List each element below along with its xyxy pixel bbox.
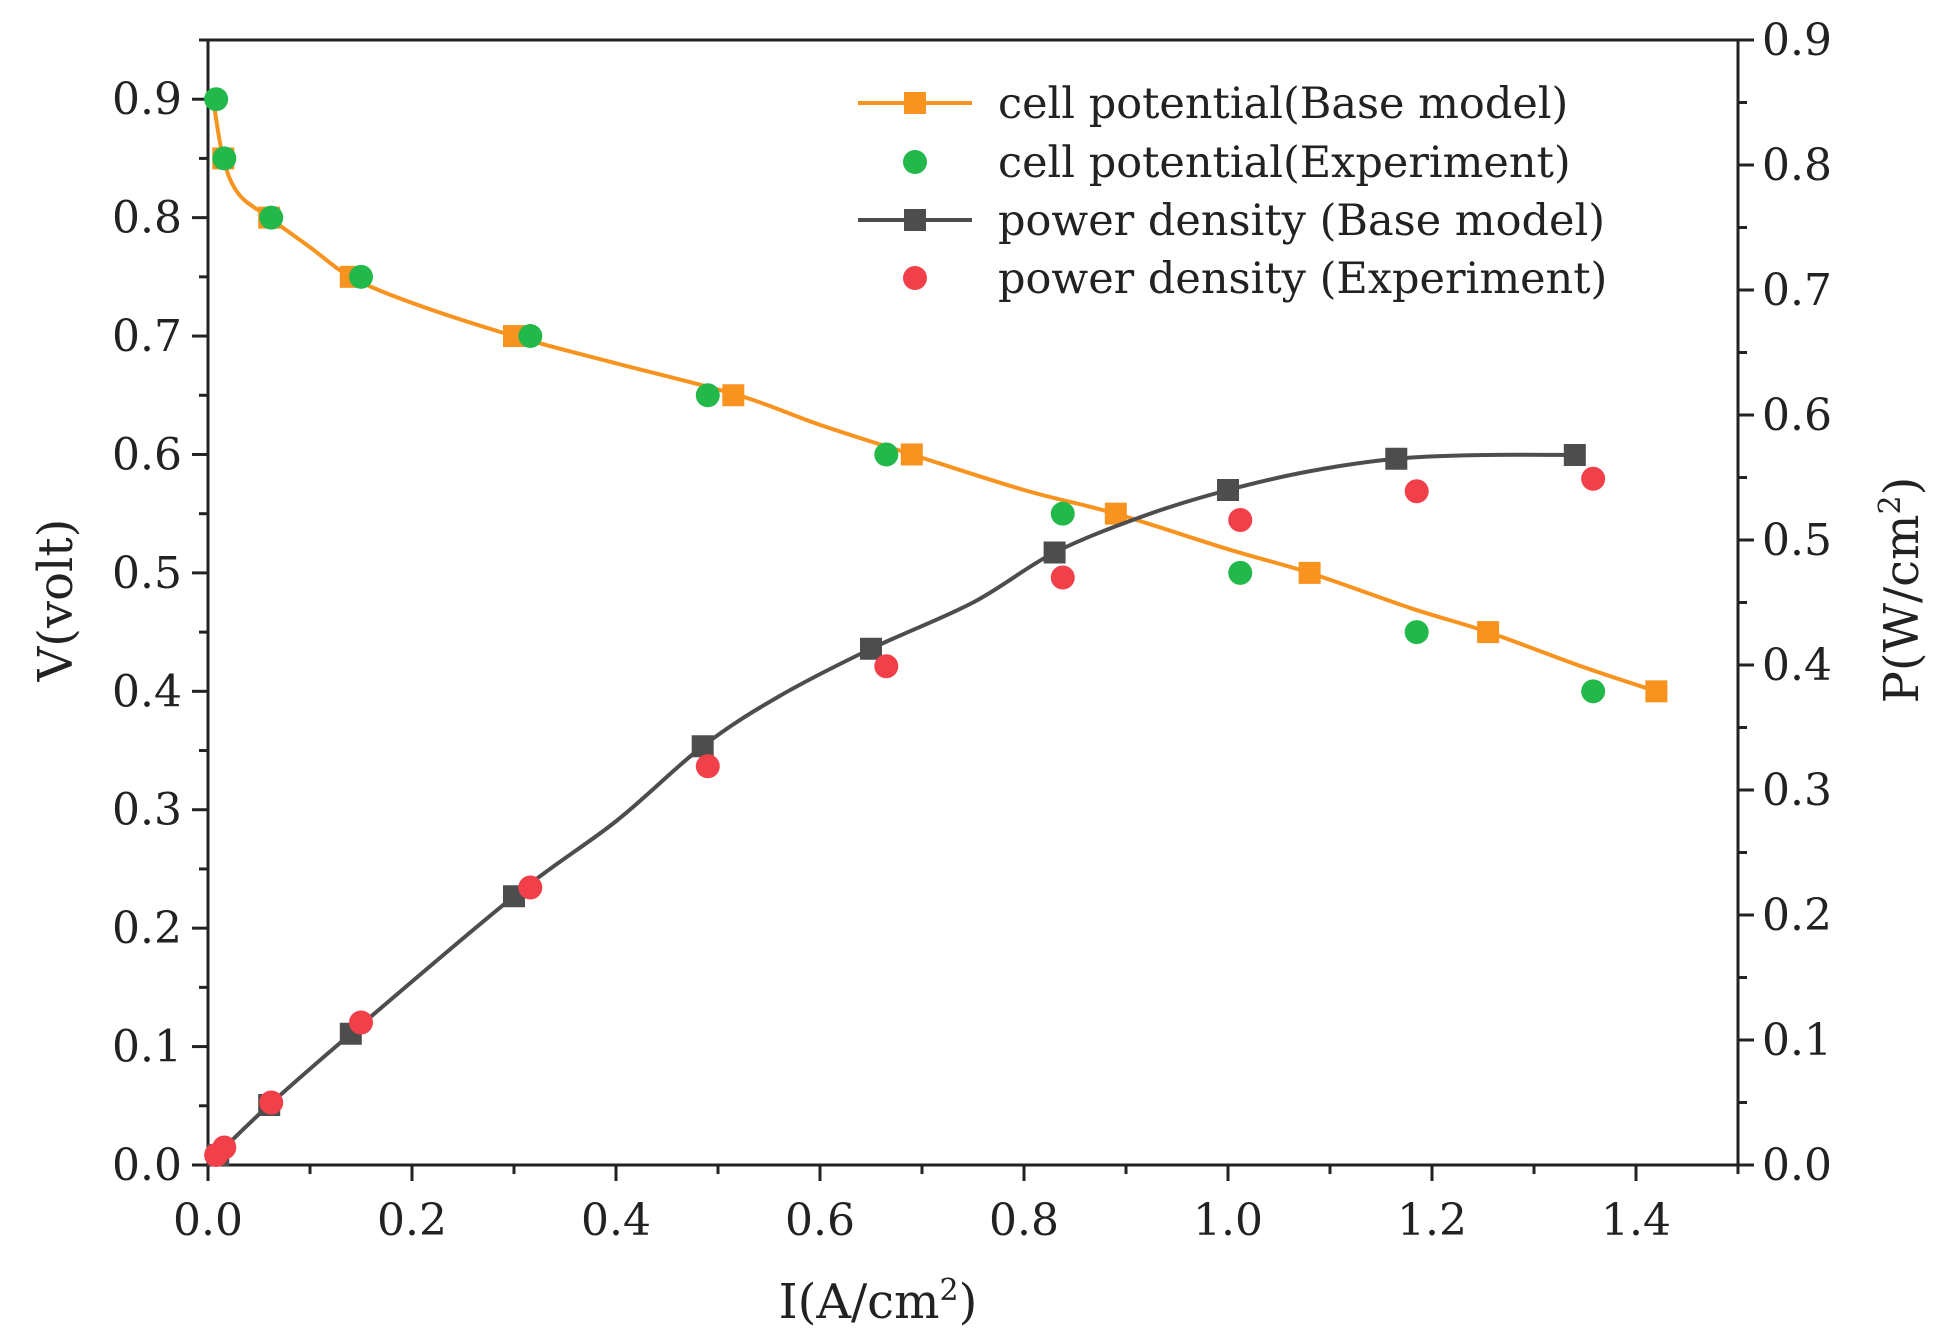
data-point-square bbox=[1563, 444, 1586, 466]
y-tick-label: 0.4 bbox=[112, 666, 182, 717]
data-point-circle bbox=[1404, 479, 1429, 504]
legend: cell potential(Base model) cell potential… bbox=[858, 79, 1607, 304]
series-1 bbox=[204, 87, 1606, 704]
y-tick-label: 0.2 bbox=[112, 903, 182, 954]
data-point-circle bbox=[259, 205, 284, 230]
data-point-circle bbox=[1581, 679, 1606, 704]
data-point-square bbox=[1645, 680, 1668, 703]
legend-marker bbox=[904, 209, 926, 231]
data-point-circle bbox=[212, 146, 237, 171]
y2-tick-label: 0.7 bbox=[1762, 265, 1832, 316]
data-point-circle bbox=[695, 383, 720, 408]
legend-label: power density (Experiment) bbox=[998, 254, 1607, 304]
y-tick-label: 0.1 bbox=[112, 1022, 182, 1073]
data-point-circle bbox=[874, 442, 899, 467]
y-tick-label: 0.7 bbox=[112, 311, 182, 362]
x-tick-label: 0.4 bbox=[581, 1195, 651, 1246]
y-tick-label: 0.5 bbox=[112, 548, 182, 599]
y-tick-label: 0.9 bbox=[112, 74, 182, 125]
ticks: 0.0 0.2 0.4 0.6 0.8 1.0 1.2 1.4 0.0 0.1 0.2 0.3 0.4 0… bbox=[112, 15, 1832, 1246]
y2-tick-label: 0.5 bbox=[1762, 515, 1832, 566]
series-3 bbox=[204, 466, 1606, 1167]
data-point-circle bbox=[204, 87, 229, 112]
series-line bbox=[211, 452, 1575, 1161]
x-tick-label: 1.2 bbox=[1397, 1195, 1467, 1246]
data-point-circle bbox=[518, 324, 543, 349]
y2-tick-label: 0.0 bbox=[1762, 1140, 1832, 1191]
data-point-circle bbox=[1050, 501, 1075, 526]
data-point-square bbox=[1385, 447, 1408, 470]
x-tick-label: 0.6 bbox=[785, 1195, 855, 1246]
legend-label: cell potential(Base model) bbox=[998, 79, 1568, 129]
data-point-square bbox=[503, 325, 525, 348]
data-point-square bbox=[691, 735, 714, 758]
data-point-circle bbox=[1228, 560, 1253, 585]
data-point-circle bbox=[1050, 565, 1075, 590]
data-point-square bbox=[1043, 541, 1066, 564]
data-point-square bbox=[900, 443, 923, 466]
series-0 bbox=[211, 98, 1668, 703]
legend-marker bbox=[904, 92, 926, 114]
data-point-square bbox=[1104, 502, 1127, 525]
x-tick-label: 1.4 bbox=[1601, 1195, 1671, 1246]
data-point-circle bbox=[259, 1090, 284, 1115]
data-point-circle bbox=[874, 654, 899, 679]
legend-marker bbox=[903, 150, 927, 174]
y-axis-title: V(volt) bbox=[28, 519, 84, 683]
legend-marker bbox=[903, 266, 927, 290]
y2-tick-label: 0.8 bbox=[1762, 140, 1832, 191]
x-tick-label: 0.0 bbox=[173, 1195, 243, 1246]
y-tick-label: 0.6 bbox=[112, 429, 182, 480]
data-point-circle bbox=[1228, 508, 1253, 532]
data-point-square bbox=[860, 637, 882, 660]
y2-tick-label: 0.4 bbox=[1762, 640, 1832, 691]
data-point-circle bbox=[695, 754, 720, 779]
data-point-circle bbox=[349, 264, 373, 289]
y-tick-label: 0.0 bbox=[112, 1140, 182, 1191]
y2-tick-label: 0.3 bbox=[1762, 765, 1832, 816]
data-point-circle bbox=[212, 1135, 237, 1160]
x-tick-label: 1.0 bbox=[1193, 1195, 1263, 1246]
y2-tick-label: 0.6 bbox=[1762, 390, 1832, 441]
y2-tick-label: 0.1 bbox=[1762, 1015, 1832, 1066]
x-tick-label: 0.8 bbox=[989, 1195, 1059, 1246]
data-point-square bbox=[722, 384, 745, 407]
y-tick-label: 0.8 bbox=[112, 193, 182, 244]
data-point-circle bbox=[1404, 620, 1429, 645]
series-2 bbox=[207, 444, 1586, 1166]
data-point-square bbox=[1217, 479, 1239, 501]
y-tick-label: 0.3 bbox=[112, 785, 182, 836]
data-point-circle bbox=[518, 875, 543, 900]
data-point-square bbox=[1298, 561, 1321, 584]
x-axis-title: I(A/cm2) bbox=[779, 1273, 978, 1330]
data-point-square bbox=[1477, 621, 1500, 644]
y2-tick-label: 0.9 bbox=[1762, 15, 1832, 66]
series-layer bbox=[204, 87, 1668, 1167]
y2-tick-label: 0.2 bbox=[1762, 890, 1832, 941]
y2-axis-title: P(W/cm2) bbox=[1873, 477, 1930, 704]
data-point-circle bbox=[1581, 466, 1606, 491]
legend-label: cell potential(Experiment) bbox=[998, 138, 1571, 188]
x-tick-label: 0.2 bbox=[377, 1195, 447, 1246]
data-point-circle bbox=[349, 1010, 373, 1035]
legend-label: power density (Base model) bbox=[998, 196, 1605, 246]
series-line bbox=[211, 98, 1658, 694]
